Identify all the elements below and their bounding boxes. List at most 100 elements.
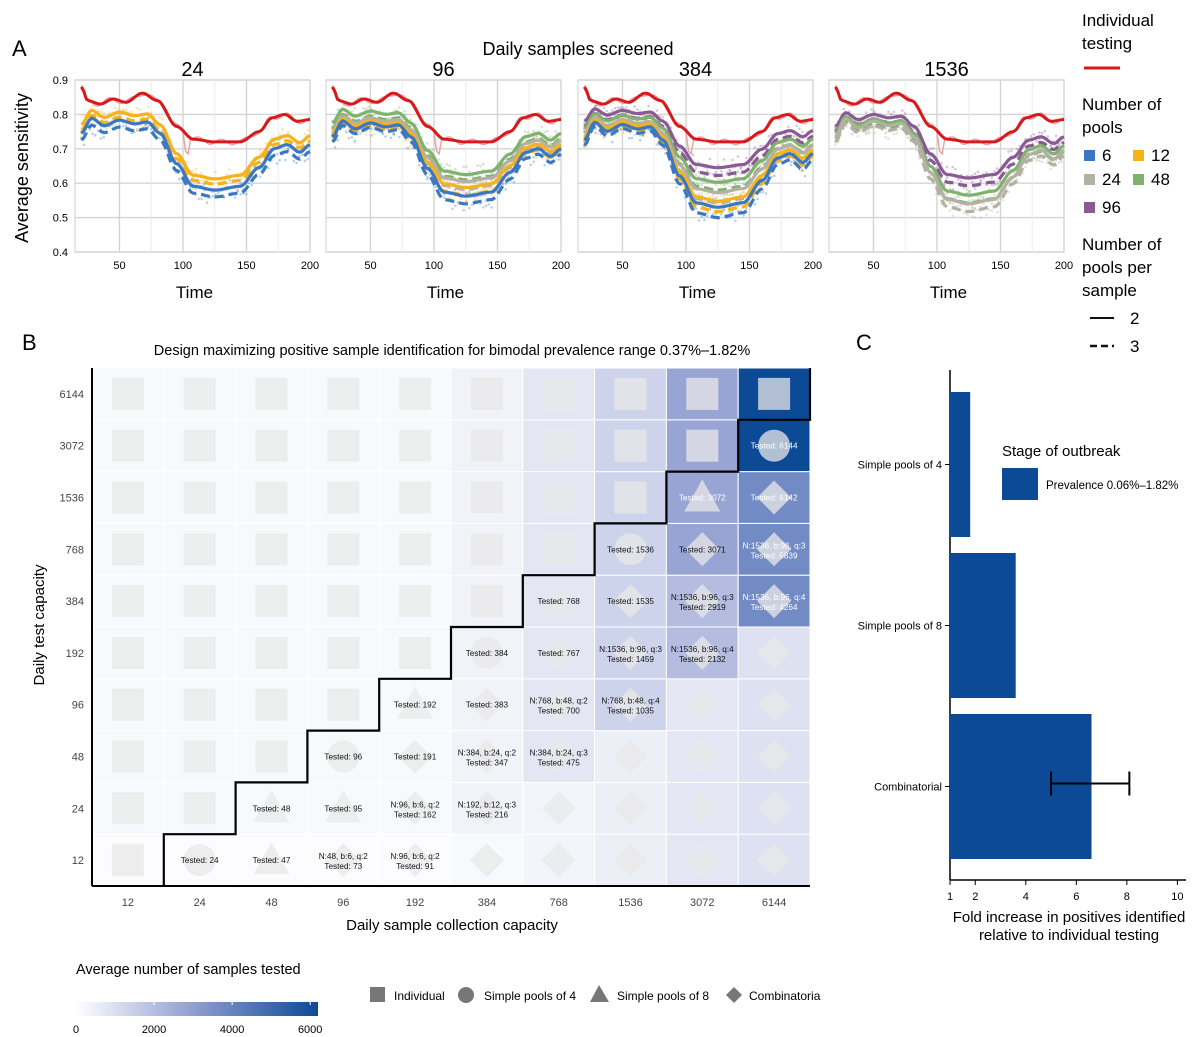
- xtick-label: 384: [478, 897, 496, 909]
- scatter-point: [130, 131, 133, 135]
- scatter-point: [479, 202, 482, 206]
- scatter-point: [996, 211, 999, 214]
- scatter-point: [945, 192, 949, 195]
- legend-pool-swatch: [1084, 202, 1095, 213]
- scatter-point: [295, 161, 298, 165]
- scatter-point: [239, 181, 242, 185]
- legend-per-sample-title-2: pools per: [1082, 258, 1152, 277]
- fill-legend-tick: 6000: [298, 1024, 322, 1036]
- pool-series-line: [583, 111, 814, 184]
- scatter-point: [1049, 145, 1052, 148]
- scatter-point: [867, 131, 871, 135]
- scatter-point: [728, 210, 731, 214]
- scatter-point: [697, 219, 701, 222]
- scatter-point: [1038, 131, 1041, 134]
- scatter-point: [94, 133, 97, 137]
- xtick-label: 4: [1023, 891, 1029, 903]
- scatter-point: [940, 162, 943, 165]
- scatter-point: [490, 172, 493, 175]
- scatter-point: [926, 155, 929, 159]
- panel-b-ylabel: Daily test capacity: [31, 564, 48, 685]
- xtick-label: 150: [991, 260, 1009, 272]
- scatter-point: [532, 160, 535, 164]
- scatter-point: [675, 186, 678, 189]
- design-shape-triangle: [325, 790, 362, 823]
- design-shape-square: [111, 636, 144, 669]
- scatter-point: [971, 180, 974, 184]
- scatter-point: [722, 208, 726, 212]
- panel-b-xlabel: Daily sample collection capacity: [346, 917, 558, 934]
- design-shape-diamond: [613, 791, 648, 826]
- design-shape-square: [111, 585, 144, 618]
- scatter-point: [490, 186, 493, 190]
- scatter-point: [792, 159, 796, 162]
- scatter-point: [353, 138, 357, 141]
- panel-a-super-title: Daily samples screened: [482, 39, 673, 59]
- pool-series-line: [331, 119, 562, 198]
- ytick-label: 192: [66, 648, 84, 660]
- design-shape-square: [255, 533, 288, 566]
- facet-title: 24: [181, 59, 203, 81]
- scatter-point: [468, 206, 471, 210]
- scatter-point: [597, 132, 600, 135]
- scatter-point: [417, 164, 421, 167]
- scatter-point: [386, 117, 390, 120]
- scatter-point: [633, 105, 636, 108]
- scatter-point: [948, 209, 952, 213]
- scatter-point: [102, 111, 105, 115]
- scatter-point: [211, 194, 214, 198]
- design-shape-square: [183, 585, 216, 618]
- design-shape-square: [111, 533, 144, 566]
- scatter-point: [381, 132, 385, 136]
- scatter-point: [987, 187, 991, 191]
- panel-label-a: A: [12, 36, 27, 61]
- xtick-label: 12: [122, 897, 134, 909]
- scatter-point: [484, 180, 488, 183]
- design-shape-square: [542, 377, 575, 410]
- cell-tested-label: Tested: 192: [394, 701, 437, 710]
- scatter-point: [448, 180, 452, 183]
- scatter-point: [551, 163, 555, 166]
- scatter-point: [298, 154, 301, 158]
- heatmap-cell: [450, 678, 524, 732]
- legend-pool-swatch: [1133, 150, 1144, 161]
- scatter-point: [801, 168, 804, 171]
- scatter-point: [130, 110, 133, 114]
- xtick-label: 150: [740, 260, 758, 272]
- scatter-point: [501, 182, 505, 185]
- cell-tested-label: Tested: 383: [466, 701, 509, 710]
- ytick-label: 0.7: [53, 144, 68, 156]
- scatter-point: [700, 215, 703, 218]
- scatter-point: [200, 172, 203, 175]
- scatter-point: [392, 134, 396, 137]
- scatter-point: [739, 165, 743, 169]
- design-shape-triangle: [397, 686, 434, 719]
- scatter-point: [91, 105, 94, 108]
- scatter-point: [96, 109, 100, 112]
- cell-tested-label: Tested: 384: [466, 649, 509, 658]
- scatter-point: [292, 159, 296, 163]
- scatter-point: [1052, 160, 1055, 164]
- scatter-point: [973, 207, 977, 211]
- fill-legend-tick: 4000: [220, 1024, 244, 1036]
- scatter-point: [512, 180, 516, 184]
- scatter-point: [214, 170, 217, 174]
- scatter-point: [976, 170, 980, 174]
- cell-tested-label: Tested: 3071: [679, 545, 726, 554]
- scatter-point: [456, 201, 460, 204]
- cell-tested-label: Tested: 2919: [679, 603, 726, 612]
- scatter-point: [543, 131, 546, 134]
- design-shape-circle: [758, 429, 791, 462]
- scatter-point: [258, 148, 262, 152]
- scatter-point: [845, 125, 848, 128]
- scatter-point: [630, 136, 634, 140]
- scatter-point: [915, 145, 918, 148]
- design-shape-diamond: [326, 843, 361, 878]
- scatter-point: [540, 125, 544, 129]
- scatter-point: [789, 163, 793, 167]
- scatter-point: [409, 118, 412, 121]
- cell-tested-label: Tested: 1035: [607, 707, 654, 716]
- legend-shape-label: Individual: [394, 989, 445, 1003]
- xtick-label: 192: [406, 897, 424, 909]
- scatter-point: [367, 112, 371, 116]
